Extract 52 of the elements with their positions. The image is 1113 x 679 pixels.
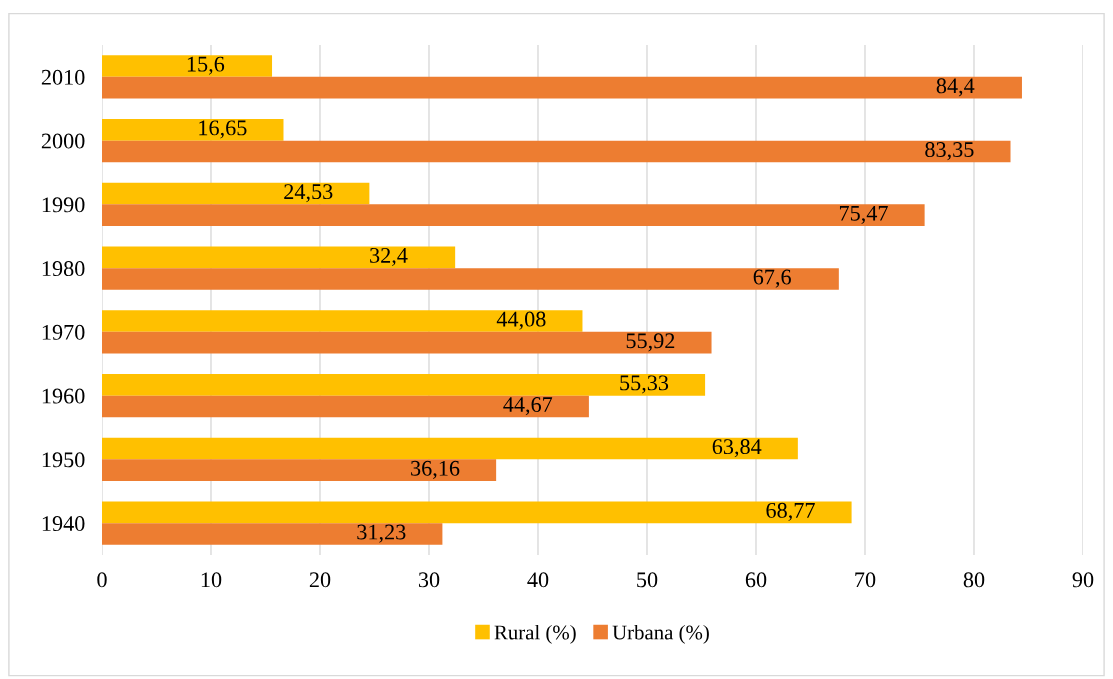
bar xyxy=(102,182,370,205)
bar xyxy=(102,140,1011,163)
legend-label: Rural (%) xyxy=(494,624,576,644)
y-tick-label: 1950 xyxy=(42,452,85,468)
bar xyxy=(102,55,273,77)
bar xyxy=(102,268,839,290)
y-tick-label: 1980 xyxy=(42,261,85,277)
x-tick-label: 50 xyxy=(637,572,658,588)
data-label: 31,23 xyxy=(357,524,406,543)
bar xyxy=(102,459,497,482)
bar xyxy=(102,331,712,354)
y-tick-label: 1960 xyxy=(42,388,85,404)
y-tick-label: 2000 xyxy=(41,133,85,149)
y-tick-label: 1990 xyxy=(42,197,85,213)
x-tick-label: 30 xyxy=(418,572,440,588)
bar xyxy=(102,501,852,524)
data-label: 63,84 xyxy=(712,439,762,458)
x-tick-label: 80 xyxy=(963,572,985,588)
x-tick-label: 90 xyxy=(1072,572,1094,588)
data-label: 16,65 xyxy=(199,120,247,139)
bar xyxy=(102,523,443,545)
data-label: 44,08 xyxy=(496,311,546,330)
data-label: 24,53 xyxy=(284,184,333,203)
legend-label: Urbana (%) xyxy=(612,624,709,644)
bar xyxy=(102,373,706,396)
data-label: 68,77 xyxy=(766,502,815,522)
bar xyxy=(102,395,589,418)
bar xyxy=(102,118,284,141)
x-tick-label: 10 xyxy=(201,572,222,588)
x-tick-label: 70 xyxy=(855,572,876,588)
data-label: 55,92 xyxy=(626,333,675,352)
data-label: 84,4 xyxy=(936,78,975,97)
bar xyxy=(102,246,456,269)
bar xyxy=(102,310,583,332)
bar xyxy=(102,76,1022,99)
y-tick-label: 1970 xyxy=(42,324,85,340)
x-tick-label: 40 xyxy=(527,572,549,588)
y-tick-label: 2010 xyxy=(41,69,85,85)
data-label: 44,67 xyxy=(503,397,553,416)
x-tick-label: 60 xyxy=(745,572,767,588)
bar xyxy=(102,437,798,460)
data-label: 55,33 xyxy=(620,375,669,394)
data-label: 83,35 xyxy=(925,142,974,161)
data-label: 36,16 xyxy=(411,460,460,479)
data-label: 67,6 xyxy=(753,269,791,288)
data-label: 32,4 xyxy=(370,247,408,267)
bar xyxy=(102,204,925,227)
data-label: 15,6 xyxy=(187,56,225,75)
data-label: 75,47 xyxy=(839,205,888,224)
x-tick-label: 20 xyxy=(309,572,331,588)
y-tick-label: 1940 xyxy=(42,516,85,532)
x-tick-label: 0 xyxy=(97,572,107,588)
